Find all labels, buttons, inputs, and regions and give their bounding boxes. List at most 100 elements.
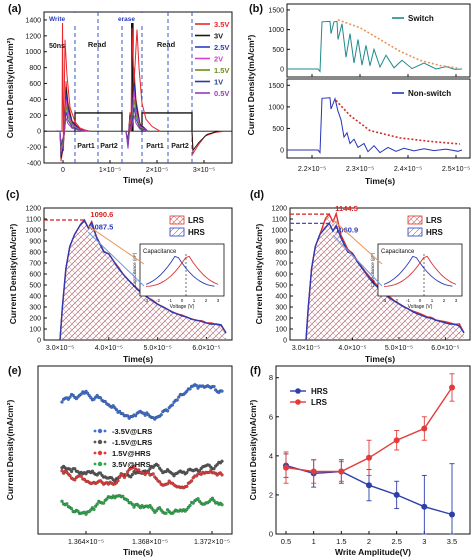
annotation: 50ns [49, 43, 65, 50]
scatter-point [121, 494, 125, 498]
y-tick-label: 1200 [25, 33, 41, 40]
inset-pointer [88, 232, 145, 287]
inset-x-label: Voltage (V) [408, 304, 433, 310]
y-tick-label: 6 [269, 412, 273, 421]
data-point-lrs [421, 425, 428, 432]
y-axis-label: Current Density(mA/cm²) [8, 224, 18, 325]
axes-frame-f [275, 365, 471, 535]
x-tick-label: 0.5 [281, 537, 291, 546]
scatter-point [146, 471, 150, 475]
erase-pulse-bar [131, 15, 134, 132]
scatter-point [103, 399, 107, 404]
x-tick-label: 3.0×10⁻⁵ [46, 345, 74, 352]
y-tick-label: 100 [29, 327, 41, 334]
x-tick-label: 2.3×10⁻⁵ [346, 166, 374, 173]
scatter-point [132, 505, 136, 509]
area-fill-hrs [60, 220, 226, 340]
scatter-point [210, 496, 214, 500]
x-tick-label: 2×10⁻⁵ [146, 167, 168, 174]
panel-label-d: (d) [250, 189, 264, 201]
y-tick-label: 1100 [26, 217, 41, 224]
y-tick-label: 200 [29, 316, 41, 323]
scatter-point [117, 475, 122, 479]
scatter-point [215, 463, 219, 467]
axes-frame-a [43, 11, 233, 164]
data-point-lrs [449, 384, 455, 391]
y-tick-label: 300 [29, 305, 41, 312]
x-tick-label: 3×10⁻⁵ [193, 167, 215, 174]
legend-label: Non-switch [408, 89, 451, 98]
scatter-point [76, 509, 80, 513]
scatter-point [73, 467, 77, 471]
panel-label-a: (a) [8, 3, 22, 15]
inset-title: Capacitance [381, 249, 415, 255]
y-tick-label: 200 [275, 316, 287, 323]
legend-marker [97, 450, 103, 456]
inset-x-tick: 1 [193, 298, 196, 303]
signal-trace-top [287, 20, 463, 73]
legend-marker [97, 428, 103, 434]
legend-marker [97, 461, 103, 467]
inset-x-tick: 1 [431, 298, 434, 303]
y-tick-label: 500 [272, 47, 284, 54]
inset-title: Capacitance [143, 249, 177, 255]
scatter-point [68, 395, 72, 399]
legend-swatch-hrs [169, 227, 185, 237]
inset-x-tick: -1 [168, 298, 172, 303]
scatter-point [196, 497, 200, 501]
y-tick-label: 1000 [268, 104, 284, 111]
scatter-point [159, 413, 163, 417]
y-tick-label: 0 [269, 530, 273, 539]
inset-x-tick: 2 [443, 298, 446, 303]
recovery-transient [191, 130, 226, 156]
peak-label-lrs: 1144.5 [335, 204, 358, 213]
annotation: Part2 [171, 143, 189, 150]
scatter-point [170, 403, 174, 407]
inset-frame [139, 243, 225, 297]
y-tick-label: 1100 [272, 217, 287, 224]
legend-label: HRS [188, 228, 206, 237]
scatter-point [191, 501, 195, 505]
scatter-point [212, 499, 216, 503]
legend-label: 2.5V [214, 43, 229, 52]
y-tick-label: 0 [283, 338, 287, 345]
y-tick-label: 500 [272, 126, 284, 133]
inset-x-tick: 0 [181, 298, 184, 303]
x-tick-label: 2.5 [391, 537, 401, 546]
scatter-point [185, 389, 189, 393]
write-transient [56, 117, 91, 145]
peak-label-hrs: 1087.5 [90, 222, 113, 231]
x-tick-label: 1×10⁻⁵ [99, 167, 121, 174]
data-point-hrs [366, 482, 372, 489]
annotation: Read [157, 40, 176, 49]
scatter-point [95, 502, 99, 506]
inset-x-tick: 3 [455, 298, 458, 303]
y-tick-label: 900 [29, 239, 41, 246]
data-point-hrs [449, 511, 455, 518]
inset-x-tick: -2 [394, 298, 398, 303]
inset-y-label: Capacitance (pF) [132, 252, 137, 287]
y-tick-label: 800 [29, 65, 41, 72]
annotation: Write [49, 16, 66, 23]
scatter-point [220, 473, 224, 477]
x-tick-label: 5.0×10⁻⁵ [385, 345, 413, 352]
legend-label: 0.5V [214, 89, 229, 98]
y-tick-label: 400 [275, 294, 287, 301]
scatter-point [137, 468, 141, 472]
legend-label: LRS [311, 398, 328, 407]
x-axis-label: Time(s) [123, 175, 153, 185]
x-tick-label: 4.0×10⁻⁵ [95, 345, 123, 352]
scatter-point [114, 408, 119, 412]
inset-x-tick: 3 [217, 298, 220, 303]
x-tick-label: 3.0×10⁻⁵ [292, 345, 320, 352]
erase-transient-peak [130, 27, 161, 132]
scatter-point [148, 503, 152, 508]
y-axis-label: Current Density(mA/cm²) [248, 400, 258, 501]
y-axis-label: Current Density(mA/cm²) [5, 400, 15, 501]
scatter-point [73, 478, 77, 482]
inset-x-tick: -3 [382, 298, 386, 303]
y-tick-label: 600 [29, 81, 41, 88]
y-tick-label: 1400 [25, 17, 41, 24]
annotation: Part1 [77, 143, 95, 150]
